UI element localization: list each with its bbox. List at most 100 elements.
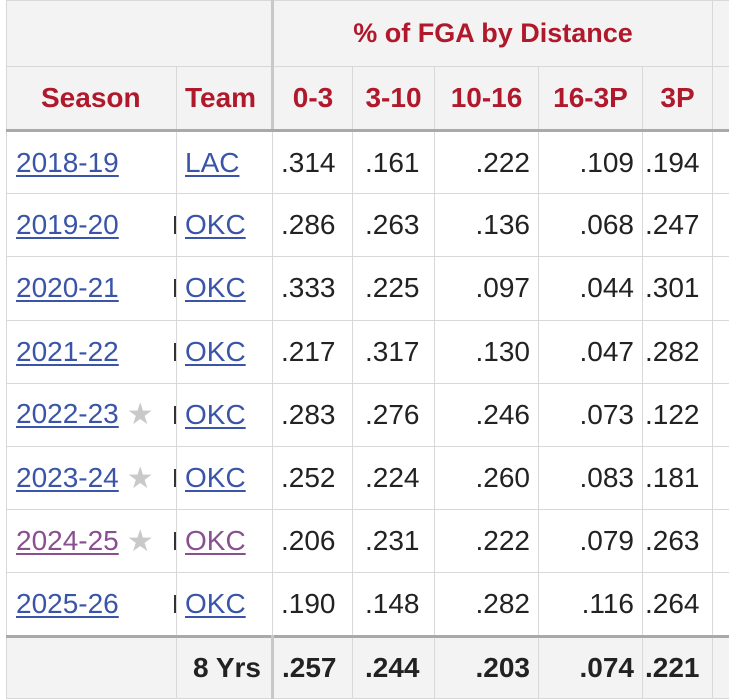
- team-link[interactable]: OKC: [185, 335, 246, 367]
- fga-10-16-cell: .097: [434, 256, 539, 321]
- fga-0-3-cell: .206: [272, 509, 353, 574]
- row-edge-cell: [712, 319, 729, 384]
- fga-3p-cell: .263: [641, 509, 714, 574]
- truncated-column-mark: [174, 469, 176, 488]
- group-header-fga-distance: % of FGA by Distance: [270, 0, 714, 67]
- career-total-row: 8 Yrs .257 .244 .203 .074 .221: [6, 634, 729, 699]
- total-3p: .221: [641, 634, 714, 699]
- team-cell: OKC: [176, 193, 273, 258]
- fga-3p-cell: .122: [641, 382, 714, 447]
- team-cell: LAC: [176, 129, 273, 195]
- fga-3-10-cell: .263: [352, 193, 435, 258]
- table-row: 2022-23 ★ OKC .283.276.246.073.122: [6, 382, 729, 447]
- season-link[interactable]: 2022-23: [16, 398, 119, 430]
- table-row: 2025-26 OKC .190.148.282.116.264: [6, 572, 729, 637]
- fga-3p-cell: .181: [641, 445, 714, 511]
- season-cell: 2019-20: [6, 193, 177, 258]
- over-header-row: % of FGA by Distance: [6, 0, 729, 67]
- fga-16-3p-cell: .079: [538, 509, 643, 574]
- truncated-column-mark: [174, 405, 176, 424]
- fga-0-3-cell: .190: [272, 572, 353, 637]
- season-link[interactable]: 2020-21: [16, 272, 119, 304]
- fga-16-3p-cell: .073: [538, 382, 643, 447]
- season-cell: 2018-19: [6, 129, 177, 195]
- team-link[interactable]: OKC: [185, 272, 246, 304]
- table-row: 2018-19 LAC .314.161.222.109.194: [6, 129, 729, 195]
- total-10-16: .203: [434, 634, 539, 699]
- fga-16-3p-cell: .083: [538, 445, 643, 511]
- column-header-0-3[interactable]: 0-3: [272, 66, 353, 132]
- column-header-row: Season Team 0-3 3-10 10-16 16-3P 3P: [6, 66, 729, 132]
- row-edge-cell: [712, 129, 729, 195]
- star-icon: ★: [126, 397, 154, 433]
- column-header-16-3p[interactable]: 16-3P: [538, 66, 643, 132]
- column-header-season[interactable]: Season: [6, 66, 177, 132]
- season-link[interactable]: 2018-19: [16, 146, 119, 178]
- season-link[interactable]: 2021-22: [16, 335, 119, 367]
- total-3-10: .244: [352, 634, 435, 699]
- truncated-column-mark: [174, 594, 176, 613]
- fga-3-10-cell: .224: [352, 445, 435, 511]
- season-cell: 2024-25 ★: [6, 509, 177, 574]
- shooting-distance-table: % of FGA by Distance Season Team 0-3 3-1…: [6, 0, 729, 699]
- fga-16-3p-cell: .116: [538, 572, 643, 637]
- truncated-column-mark: [174, 342, 176, 361]
- team-cell: OKC: [176, 319, 273, 384]
- fga-0-3-cell: .333: [272, 256, 353, 321]
- season-link[interactable]: 2023-24: [16, 461, 119, 493]
- season-cell: 2020-21: [6, 256, 177, 321]
- truncated-column-mark: [174, 532, 176, 551]
- fga-3-10-cell: .161: [352, 129, 435, 195]
- season-link[interactable]: 2019-20: [16, 209, 119, 241]
- team-cell: OKC: [176, 256, 273, 321]
- total-16-3p: .074: [538, 634, 643, 699]
- column-header-edge: [712, 66, 729, 132]
- fga-10-16-cell: .260: [434, 445, 539, 511]
- fga-10-16-cell: .136: [434, 193, 539, 258]
- total-blank-cell: [6, 634, 177, 699]
- season-cell: 2022-23 ★: [6, 382, 177, 447]
- team-link[interactable]: OKC: [185, 587, 246, 619]
- table-row: 2020-21 OKC .333.225.097.044.301: [6, 256, 729, 321]
- column-header-10-16[interactable]: 10-16: [434, 66, 539, 132]
- star-icon: ★: [126, 460, 154, 496]
- fga-10-16-cell: .130: [434, 319, 539, 384]
- fga-16-3p-cell: .068: [538, 193, 643, 258]
- season-cell: 2023-24 ★: [6, 445, 177, 511]
- team-link[interactable]: LAC: [185, 146, 240, 178]
- column-header-team[interactable]: Team: [176, 66, 274, 132]
- team-cell: OKC: [176, 509, 273, 574]
- fga-16-3p-cell: .047: [538, 319, 643, 384]
- season-cell: 2021-22: [6, 319, 177, 384]
- season-link[interactable]: 2024-25: [16, 524, 119, 556]
- fga-3p-cell: .247: [641, 193, 714, 258]
- fga-3p-cell: .264: [641, 572, 714, 637]
- team-link[interactable]: OKC: [185, 398, 246, 430]
- fga-10-16-cell: .282: [434, 572, 539, 637]
- team-cell: OKC: [176, 572, 273, 637]
- team-cell: OKC: [176, 382, 273, 447]
- team-link[interactable]: OKC: [185, 209, 246, 241]
- team-link[interactable]: OKC: [185, 525, 246, 557]
- season-cell: 2025-26: [6, 572, 177, 637]
- row-edge-cell: [712, 256, 729, 321]
- column-header-3p[interactable]: 3P: [641, 66, 714, 132]
- over-header-blank: [6, 0, 273, 67]
- truncated-column-mark: [174, 279, 176, 298]
- team-link[interactable]: OKC: [185, 462, 246, 494]
- row-edge-cell: [712, 193, 729, 258]
- season-link[interactable]: 2025-26: [16, 587, 119, 619]
- row-edge-cell: [712, 445, 729, 511]
- fga-3p-cell: .301: [641, 256, 714, 321]
- fga-10-16-cell: .222: [434, 129, 539, 195]
- table-row: 2019-20 OKC .286.263.136.068.247: [6, 193, 729, 258]
- fga-3-10-cell: .225: [352, 256, 435, 321]
- row-edge-cell: [712, 572, 729, 637]
- fga-10-16-cell: .246: [434, 382, 539, 447]
- fga-3-10-cell: .148: [352, 572, 435, 637]
- fga-16-3p-cell: .109: [538, 129, 643, 195]
- column-header-3-10[interactable]: 3-10: [352, 66, 435, 132]
- total-edge: [712, 634, 729, 699]
- fga-0-3-cell: .252: [272, 445, 353, 511]
- table-row: 2024-25 ★ OKC .206.231.222.079.263: [6, 509, 729, 574]
